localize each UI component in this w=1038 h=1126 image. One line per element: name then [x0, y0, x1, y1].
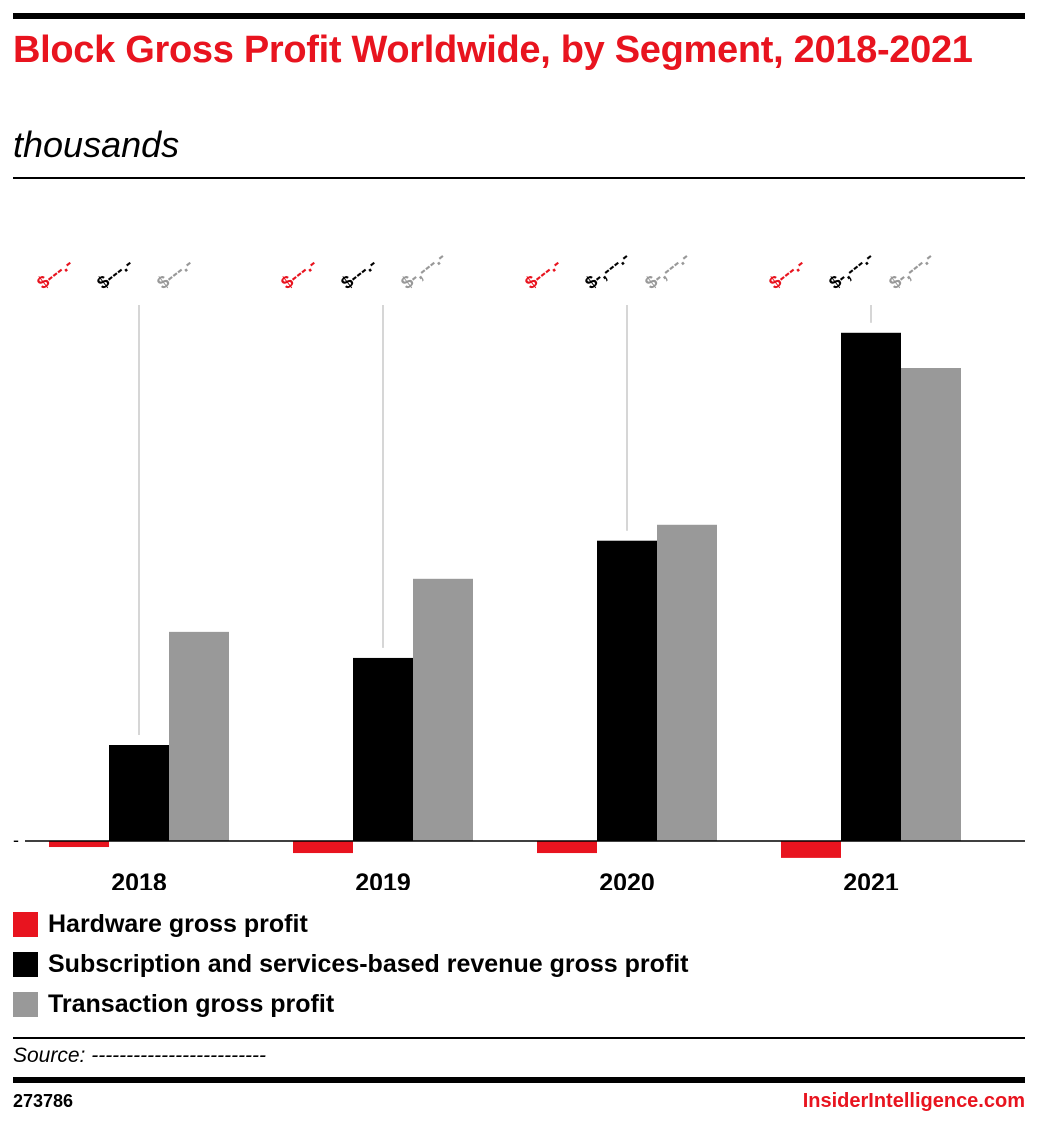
- bar-2021-0: [781, 841, 841, 858]
- bar-2020-1: [597, 540, 657, 841]
- bar-2018-1: [109, 745, 169, 841]
- bar-2020-2: [657, 524, 717, 841]
- title-rule: [13, 177, 1025, 179]
- bar-2018-0: [49, 841, 109, 848]
- data-label: $-,---.-: [825, 247, 877, 294]
- chart-id: 273786: [13, 1091, 74, 1111]
- bar-2021-2: [901, 368, 961, 841]
- data-label: $---.-: [765, 253, 808, 293]
- legend-item-hardware: Hardware gross profit: [13, 910, 308, 939]
- x-tick-label: 2018: [111, 869, 167, 890]
- data-label: $-,---.-: [641, 247, 693, 294]
- legend-swatch: [13, 952, 38, 977]
- footer-rule: [13, 1077, 1025, 1083]
- data-label: $---.-: [153, 253, 196, 293]
- x-tick-label: 2019: [355, 869, 411, 890]
- y-tick-label: -: [13, 830, 19, 850]
- chart-title: Block Gross Profit Worldwide, by Segment…: [13, 29, 973, 71]
- data-label: $-,---.-: [581, 247, 633, 294]
- data-label: $-,---.-: [397, 247, 449, 294]
- legend-label: Transaction gross profit: [48, 990, 335, 1018]
- bar-2020-0: [537, 841, 597, 854]
- bar-2018-2: [169, 631, 229, 841]
- x-tick-label: 2021: [843, 869, 899, 890]
- legend-label: Hardware gross profit: [48, 910, 308, 938]
- bar-2019-1: [353, 657, 413, 841]
- x-tick-label: 2020: [599, 869, 655, 890]
- bar-2019-0: [293, 841, 353, 854]
- brand-link[interactable]: InsiderIntelligence.com: [802, 1090, 1025, 1112]
- data-label: $-,---.-: [885, 247, 937, 294]
- legend-item-subscription: Subscription and services-based revenue …: [13, 950, 688, 979]
- bar-2019-2: [413, 578, 473, 841]
- data-label: $---.-: [33, 253, 76, 293]
- data-label: $---.-: [337, 253, 380, 293]
- bar-2021-1: [841, 332, 901, 841]
- bar-chart: $---.- $---.- $---.- 2018 $---.- $---.- $-,---…: [13, 247, 1025, 890]
- source-note: Source: -------------------------: [13, 1044, 267, 1067]
- legend-label: Subscription and services-based revenue …: [48, 950, 689, 978]
- data-label: $---.-: [521, 253, 564, 293]
- top-rule: [13, 13, 1025, 19]
- legend-swatch: [13, 912, 38, 937]
- source-rule: [13, 1037, 1025, 1039]
- data-label: $---.-: [277, 253, 320, 293]
- data-label: $---.-: [93, 253, 136, 293]
- chart-subtitle: thousands: [13, 124, 180, 165]
- legend-swatch: [13, 992, 38, 1017]
- legend-item-transaction: Transaction gross profit: [13, 990, 334, 1019]
